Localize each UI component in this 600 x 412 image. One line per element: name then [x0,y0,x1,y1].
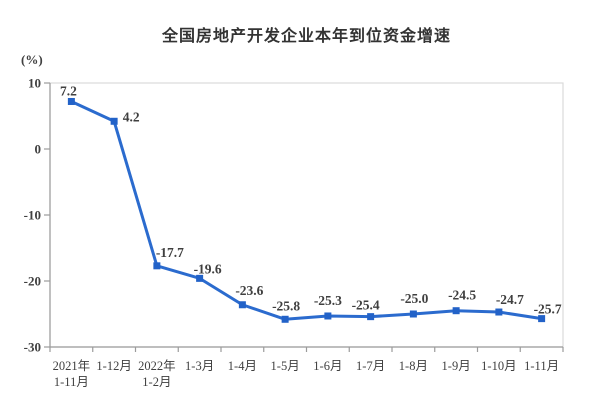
x-tick-label-line2: 1-2月 [142,375,171,389]
data-point-label: -25.7 [534,302,562,317]
data-point-marker [452,307,460,315]
data-point-marker [281,315,289,323]
data-point-marker [110,117,118,125]
data-point-label: 4.2 [123,109,140,124]
x-tick-label-line2: 1-11月 [54,375,89,389]
y-tick-label: 10 [28,76,41,91]
data-point-label: -17.7 [156,245,184,260]
x-tick-label: 1-5月 [271,359,300,373]
data-line [69,99,544,321]
data-point-label: -25.0 [400,291,428,306]
data-point-label: -23.6 [235,283,263,298]
y-tick-label: 0 [35,142,42,157]
data-point-marker [238,301,246,309]
x-tick-label: 2021年 [53,359,91,373]
x-tick-label: 1-9月 [442,359,471,373]
data-point-label: -24.5 [448,288,476,303]
data-point-label: -25.8 [272,298,300,313]
x-tick-label: 1-11月 [524,359,559,373]
x-tick-label: 1-3月 [185,359,214,373]
x-tick-label: 1-4月 [228,359,257,373]
data-point-marker [196,274,204,282]
data-point-marker [324,312,332,320]
data-point-label: -25.3 [314,293,342,308]
x-tick-label: 1-12月 [96,359,131,373]
x-tick-label: 1-7月 [356,359,385,373]
data-point-label: 7.2 [60,83,77,98]
data-point-label: -25.4 [352,298,380,313]
data-point-marker [367,313,375,321]
y-axis-unit-label: (%) [21,52,43,67]
data-point-marker [495,308,503,316]
data-point-marker [153,262,161,270]
data-point-marker [538,315,546,323]
x-tick-label: 1-10月 [481,359,516,373]
data-point-label: -19.6 [194,261,222,276]
x-tick-label: 2022年 [138,359,176,373]
data-point-marker [67,97,75,105]
y-tick-label: -30 [24,340,41,355]
chart-title: 全国房地产开发企业本年到位资金增速 [161,28,451,45]
x-tick-label: 1-8月 [399,359,428,373]
y-tick-label: -10 [24,208,41,223]
data-point-label: -24.7 [496,292,524,307]
data-point-marker [409,310,417,318]
x-tick-label: 1-6月 [313,359,342,373]
y-tick-label: -20 [24,274,41,289]
